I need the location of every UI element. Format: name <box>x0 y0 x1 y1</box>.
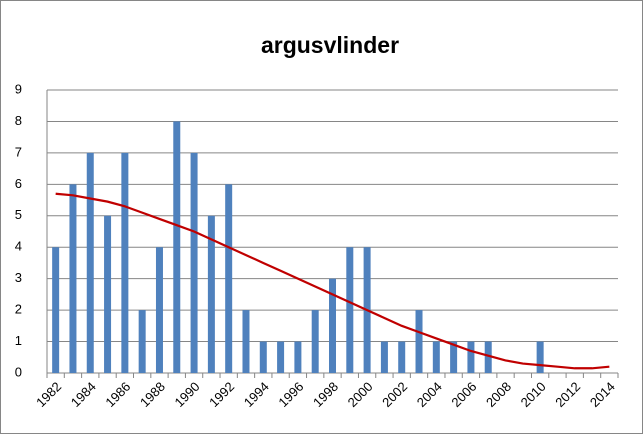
bar <box>121 152 129 373</box>
bar <box>69 184 77 373</box>
bar <box>155 247 163 373</box>
y-tick-label: 0 <box>15 364 22 379</box>
chart-title: argusvlinder <box>261 32 399 58</box>
bar <box>190 152 198 373</box>
bar <box>242 310 250 373</box>
bar <box>294 341 302 373</box>
bar <box>138 310 146 373</box>
bar <box>259 341 267 373</box>
y-tick-label: 5 <box>15 207 22 222</box>
y-tick-label: 2 <box>15 302 22 317</box>
bar <box>52 247 60 373</box>
bar <box>207 215 215 373</box>
bar <box>329 278 336 373</box>
bar <box>450 341 458 373</box>
y-tick-label: 9 <box>15 81 22 96</box>
y-tick-label: 4 <box>15 239 22 254</box>
bar <box>536 341 544 373</box>
bar <box>398 341 406 373</box>
bar <box>311 310 319 373</box>
bar <box>484 341 492 373</box>
bar <box>277 341 285 373</box>
y-tick-label: 3 <box>15 270 22 285</box>
bar <box>432 341 440 373</box>
bar <box>225 184 233 373</box>
bar <box>86 152 94 373</box>
y-tick-label: 8 <box>15 113 22 128</box>
bar <box>380 341 388 373</box>
trend-line <box>55 192 610 370</box>
bar <box>415 310 423 373</box>
y-tick-label: 1 <box>15 333 22 348</box>
bar <box>104 215 112 373</box>
y-tick-label: 6 <box>15 176 22 191</box>
bar <box>173 121 181 373</box>
bar <box>467 341 475 373</box>
bar <box>346 247 354 373</box>
y-tick-label: 7 <box>15 144 22 159</box>
